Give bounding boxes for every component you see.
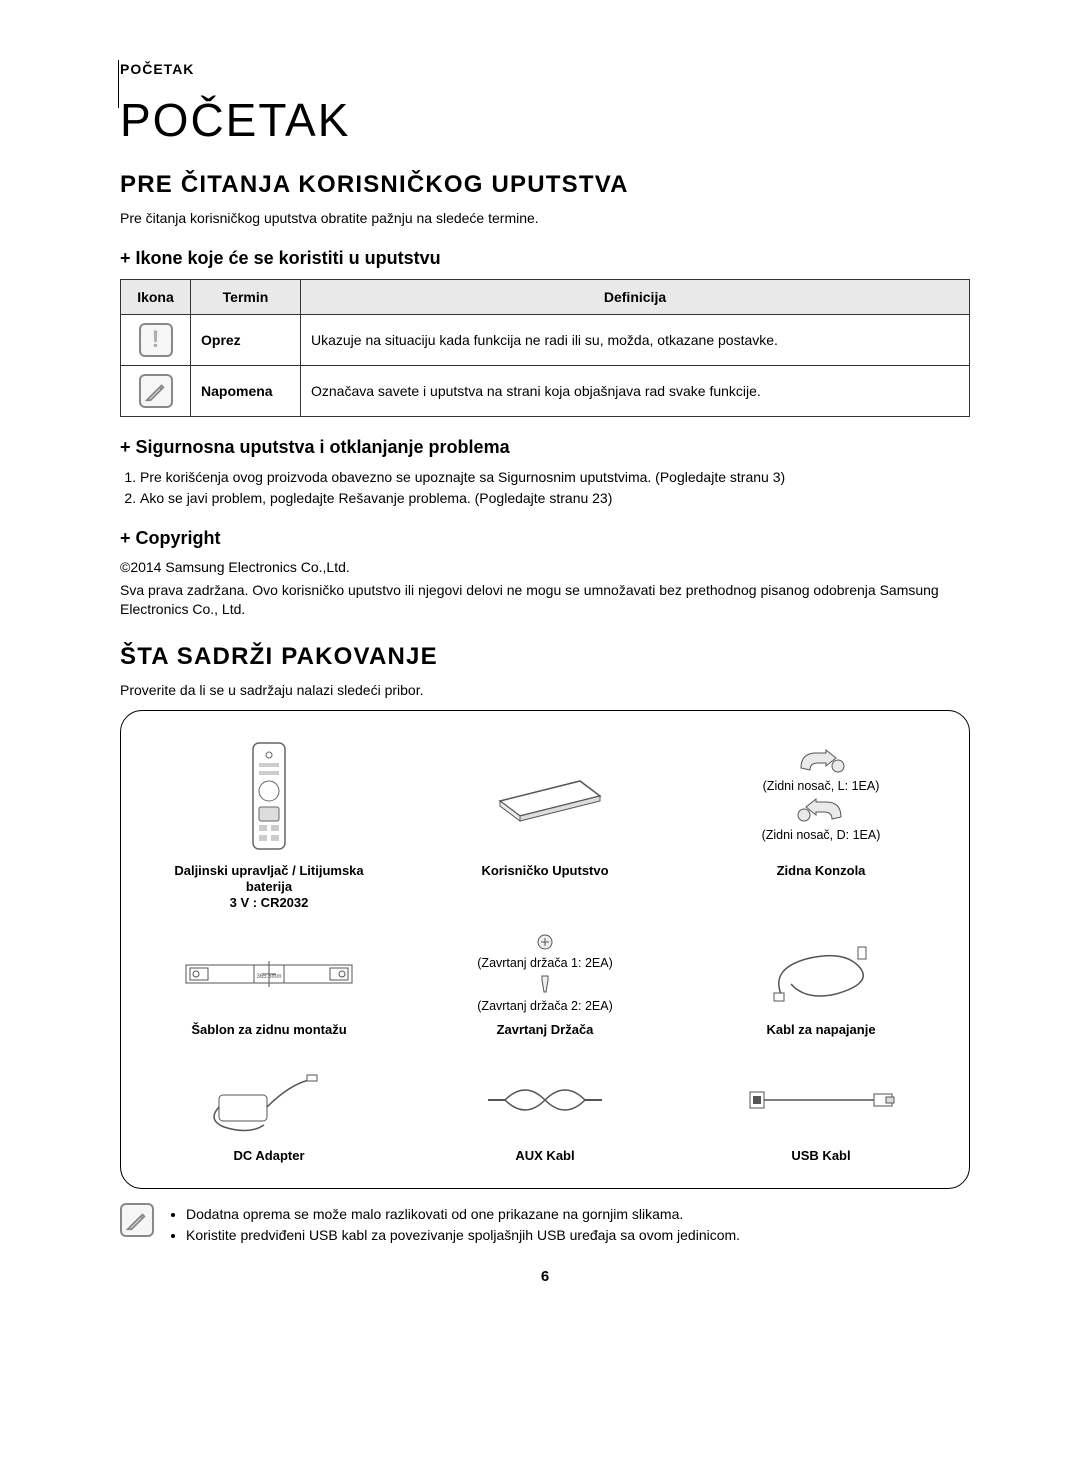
pkg-bracket: (Zidni nosač, L: 1EA) (Zidni nosač, D: 1… bbox=[683, 729, 959, 926]
table-row: ! Oprez Ukazuje na situaciju kada funkci… bbox=[121, 315, 970, 366]
pkg-manual: Korisničko Uputstvo bbox=[407, 729, 683, 926]
page-number: 6 bbox=[120, 1267, 970, 1287]
term-oprez: Oprez bbox=[191, 315, 301, 366]
table-row: Napomena Označava savete i uputstva na s… bbox=[121, 366, 970, 417]
def-oprez: Ukazuje na situaciju kada funkcija ne ra… bbox=[301, 315, 970, 366]
section-heading-package: ŠTA SADRŽI PAKOVANJE bbox=[120, 641, 970, 673]
safety-list: Pre korišćenja ovog proizvoda obavezno s… bbox=[140, 468, 970, 508]
copyright-line: ©2014 Samsung Electronics Co.,Ltd. bbox=[120, 558, 970, 577]
th-ikona: Ikona bbox=[121, 279, 191, 315]
th-termin: Termin bbox=[191, 279, 301, 315]
safety-item-1: Pre korišćenja ovog proizvoda obavezno s… bbox=[140, 468, 970, 487]
note-item-1: Dodatna oprema se može malo razlikovati … bbox=[186, 1205, 740, 1224]
section-heading-reading: PRE ČITANJA KORISNIČKOG UPUTSTVA bbox=[120, 169, 970, 201]
screws-icon: (Zavrtanj držača 1: 2EA) (Zavrtanj držač… bbox=[417, 932, 673, 1016]
icons-table: Ikona Termin Definicija ! Oprez Ukazuje … bbox=[120, 279, 970, 418]
power-cable-icon bbox=[693, 932, 949, 1016]
safety-item-2: Ako se javi problem, pogledajte Rešavanj… bbox=[140, 489, 970, 508]
caution-icon: ! bbox=[139, 323, 173, 357]
pkg-power: Kabl za napajanje bbox=[683, 926, 959, 1052]
note-icon bbox=[120, 1203, 154, 1237]
intro-text: Pre čitanja korisničkog uputstva obratit… bbox=[120, 209, 970, 228]
svg-text:365.5mm: 365.5mm bbox=[256, 974, 281, 980]
th-def: Definicija bbox=[301, 279, 970, 315]
remote-icon bbox=[141, 735, 397, 857]
dc-adapter-icon bbox=[141, 1058, 397, 1142]
bracket-icon: (Zidni nosač, L: 1EA) (Zidni nosač, D: 1… bbox=[693, 735, 949, 857]
package-intro: Proverite da li se u sadržaju nalazi sle… bbox=[120, 681, 970, 700]
copyright-body: Sva prava zadržana. Ovo korisničko uputs… bbox=[120, 581, 970, 619]
usb-cable-icon bbox=[693, 1058, 949, 1142]
def-napomena: Označava savete i uputstva na strani koj… bbox=[301, 366, 970, 417]
term-napomena: Napomena bbox=[191, 366, 301, 417]
template-icon: 365.5mm bbox=[141, 932, 397, 1016]
aux-cable-icon bbox=[417, 1058, 673, 1142]
manual-icon bbox=[417, 735, 673, 857]
breadcrumb: POČETAK bbox=[120, 60, 970, 79]
pkg-remote: Daljinski upravljač / Litijumskabaterija… bbox=[131, 729, 407, 926]
pkg-template: 365.5mm Šablon za zidnu montažu bbox=[131, 926, 407, 1052]
package-box: Daljinski upravljač / Litijumskabaterija… bbox=[120, 710, 970, 1189]
subheading-icons: Ikone koje će se koristiti u uputstvu bbox=[120, 246, 970, 270]
pkg-screws: (Zavrtanj držača 1: 2EA) (Zavrtanj držač… bbox=[407, 926, 683, 1052]
pkg-dc: DC Adapter bbox=[131, 1052, 407, 1178]
notes-block: Dodatna oprema se može malo razlikovati … bbox=[120, 1203, 970, 1247]
subheading-safety: Sigurnosna uputstva i otklanjanje proble… bbox=[120, 435, 970, 459]
page-title: POČETAK bbox=[120, 89, 970, 151]
note-icon bbox=[139, 374, 173, 408]
pkg-aux: AUX Kabl bbox=[407, 1052, 683, 1178]
pkg-usb: USB Kabl bbox=[683, 1052, 959, 1178]
note-item-2: Koristite predviđeni USB kabl za poveziv… bbox=[186, 1226, 740, 1245]
subheading-copyright: Copyright bbox=[120, 526, 970, 550]
